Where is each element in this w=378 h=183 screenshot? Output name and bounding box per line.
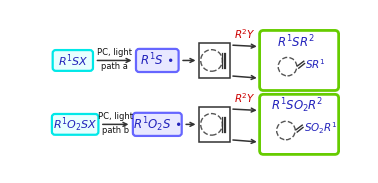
Text: $R^2Y$: $R^2Y$ [234, 91, 256, 105]
Text: $R^1SX$: $R^1SX$ [57, 52, 88, 69]
Bar [199, 43, 230, 78]
Bar [199, 107, 230, 142]
Text: PC, light: PC, light [98, 111, 133, 121]
Text: $R^1SR^2$: $R^1SR^2$ [277, 34, 315, 50]
Text: path b: path b [102, 126, 129, 135]
FancyBboxPatch shape [260, 94, 339, 154]
Text: $SR^1$: $SR^1$ [305, 57, 326, 71]
Text: $R^1O_2SX$: $R^1O_2SX$ [53, 115, 98, 134]
Text: $R^1SO_2R^2$: $R^1SO_2R^2$ [271, 97, 324, 115]
Text: PC, light: PC, light [97, 48, 132, 57]
FancyBboxPatch shape [260, 30, 339, 90]
Text: $R^2Y$: $R^2Y$ [234, 27, 256, 41]
Text: $R^1S\,\bullet$: $R^1S\,\bullet$ [141, 52, 174, 69]
Text: $R^1O_2S\,\bullet$: $R^1O_2S\,\bullet$ [133, 115, 181, 134]
FancyBboxPatch shape [52, 114, 98, 135]
Text: $SO_2R^1$: $SO_2R^1$ [304, 120, 338, 136]
Text: path a: path a [101, 62, 128, 71]
FancyBboxPatch shape [133, 113, 182, 136]
FancyBboxPatch shape [136, 49, 179, 72]
FancyBboxPatch shape [53, 50, 93, 71]
